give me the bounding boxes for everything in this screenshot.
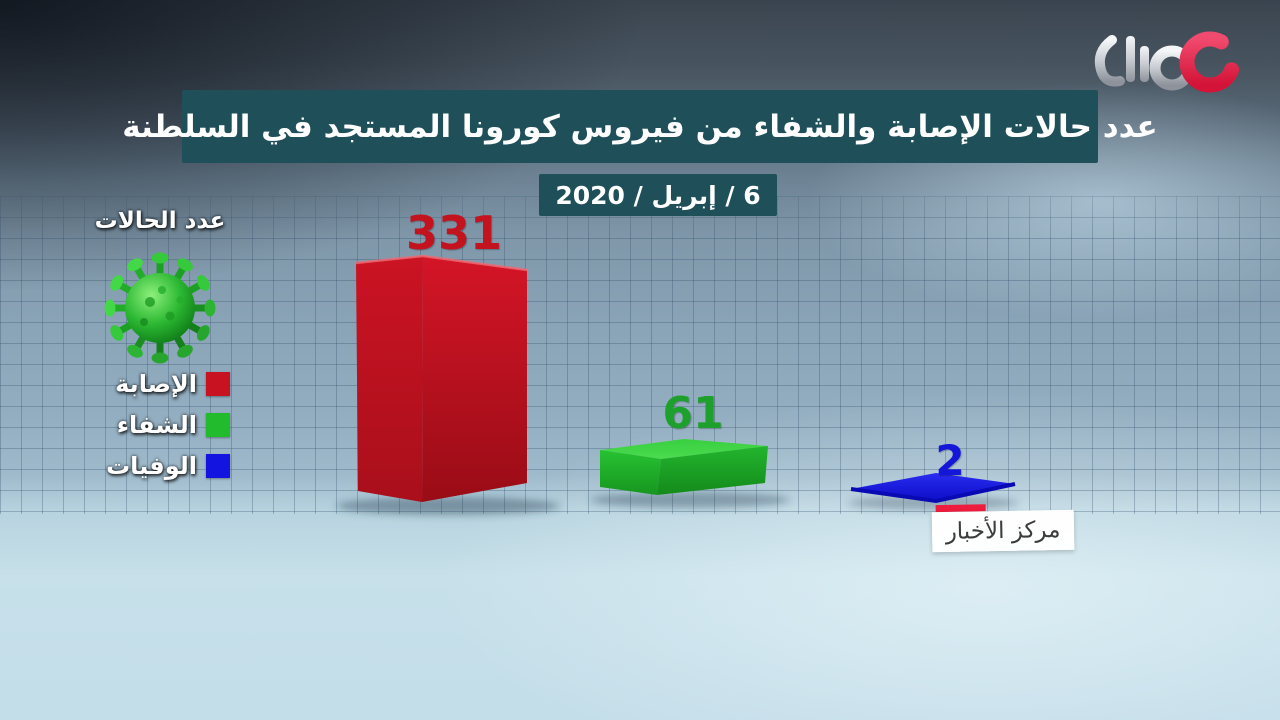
- legend-swatch-recoveries: [206, 412, 230, 437]
- cases-count-label: عدد الحالات: [94, 208, 226, 234]
- legend-item-infections: الإصابة: [88, 370, 230, 397]
- chart-title: عدد حالات الإصابة والشفاء من فيروس كورون…: [122, 90, 1158, 163]
- legend-label-recoveries: الشفاء: [116, 410, 197, 439]
- legend-swatch-infections: [206, 371, 230, 396]
- legend-swatch-deaths: [206, 453, 230, 478]
- legend-label-deaths: الوفيات: [106, 451, 197, 480]
- value-recoveries: 61: [662, 388, 724, 439]
- news-center-label: مركز الأخبار: [931, 509, 1075, 553]
- oman-tv-logo: [1094, 31, 1241, 93]
- legend: الإصابة الشفاء الوفيات: [88, 370, 230, 493]
- value-infections: 331: [405, 206, 503, 260]
- legend-item-recoveries: الشفاء: [88, 411, 230, 438]
- news-center-bug: مركز الأخبار: [931, 503, 1075, 553]
- legend-item-deaths: الوفيات: [88, 452, 230, 479]
- legend-label-infections: الإصابة: [115, 369, 197, 398]
- chart-date: 6 / إبريل / 2020: [539, 174, 777, 216]
- value-deaths: 2: [935, 436, 965, 485]
